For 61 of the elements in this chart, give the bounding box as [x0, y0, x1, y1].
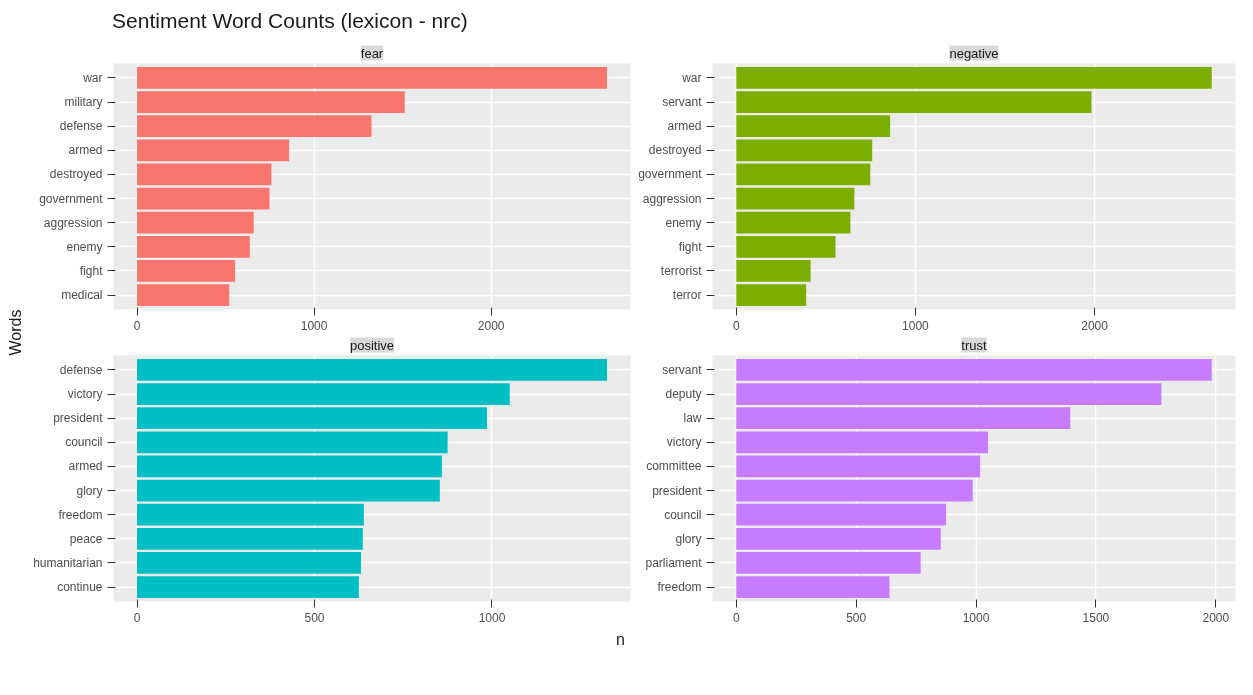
y-tick-label: armed	[68, 459, 103, 474]
y-tick-label: enemy	[66, 239, 103, 254]
x-tick-label: 0	[732, 318, 740, 333]
y-tick-label: glory	[675, 531, 702, 546]
y-tick-label: glory	[76, 483, 103, 498]
y-tick-label: fight	[79, 263, 104, 278]
y-tick-label: war	[681, 70, 702, 85]
y-tick-label: council	[664, 507, 702, 522]
y-tick-label: armed	[667, 119, 702, 134]
y-tick-label: enemy	[665, 215, 702, 230]
y-tick-label: council	[65, 435, 103, 450]
x-tick-label: 0	[133, 610, 141, 625]
y-tick-label: government	[39, 191, 104, 206]
x-tick-label: 1000	[478, 610, 506, 625]
y-tick-label: terrorist	[660, 263, 703, 278]
y-tick-label: aggression	[43, 215, 103, 230]
x-tick-label: 2000	[477, 318, 505, 333]
x-tick-label: 500	[846, 610, 867, 625]
text: Sentiment Word Counts (lexicon - nrc)	[112, 9, 468, 32]
chart-title: fear	[360, 45, 384, 61]
y-tick-label: destroyed	[49, 167, 103, 182]
y-tick-label: fight	[678, 239, 703, 254]
chart-title: trust	[961, 337, 988, 353]
y-tick-label: victory	[67, 387, 103, 402]
y-tick-label: law	[683, 411, 702, 426]
x-tick-label: 1000	[902, 318, 930, 333]
x-tick-label: 1000	[962, 610, 990, 625]
y-tick-label: servant	[662, 95, 703, 110]
y-tick-label: military	[64, 95, 103, 110]
x-tick-label: 1500	[1082, 610, 1110, 625]
y-tick-label: government	[638, 167, 703, 182]
y-tick-label: parliament	[645, 555, 703, 570]
y-tick-label: servant	[662, 362, 703, 377]
y-tick-label: deputy	[665, 387, 702, 402]
chart-title: negative	[949, 45, 999, 61]
x-axis-title: n	[616, 631, 625, 648]
x-tick-label: 2000	[1081, 318, 1109, 333]
y-tick-label: humanitarian	[33, 555, 103, 570]
x-tick-label: 1000	[300, 318, 328, 333]
y-tick-label: medical	[61, 288, 103, 303]
y-tick-label: war	[82, 70, 103, 85]
x-tick-label: 0	[732, 610, 740, 625]
y-axis-title: Words	[7, 309, 24, 356]
x-tick-label: 0	[133, 318, 141, 333]
chart-title: positive	[349, 337, 395, 353]
y-tick-label: peace	[69, 531, 103, 546]
y-tick-label: destroyed	[648, 143, 702, 158]
x-tick-label: 2000	[1202, 610, 1230, 625]
y-tick-label: aggression	[642, 191, 702, 206]
y-tick-label: armed	[68, 143, 103, 158]
y-tick-label: committee	[646, 459, 702, 474]
y-tick-label: freedom	[657, 580, 702, 595]
y-tick-label: defense	[59, 119, 103, 134]
y-tick-label: president	[53, 411, 104, 426]
y-tick-label: president	[652, 483, 703, 498]
y-tick-label: terror	[672, 288, 702, 303]
y-tick-label: defense	[59, 362, 103, 377]
x-tick-label: 500	[304, 610, 325, 625]
y-tick-label: continue	[57, 580, 103, 595]
y-tick-label: victory	[666, 435, 702, 450]
y-tick-label: freedom	[58, 507, 103, 522]
